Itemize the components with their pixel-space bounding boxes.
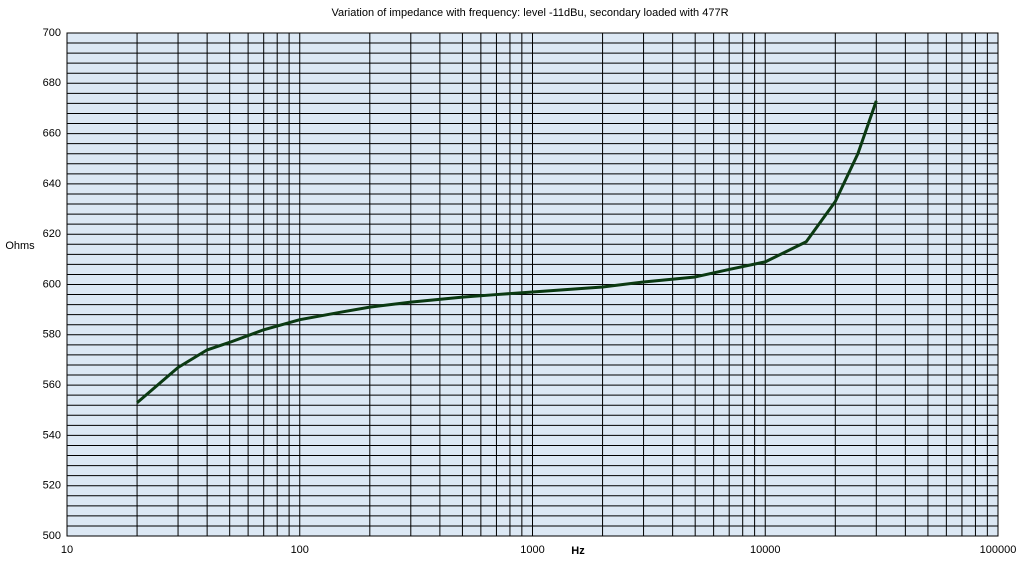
y-tick-label: 640 (43, 178, 61, 190)
y-tick-label: 580 (43, 329, 61, 341)
x-tick-label: 100000 (980, 544, 1017, 556)
chart-title: Variation of impedance with frequency: l… (331, 7, 728, 19)
y-tick-label: 540 (43, 429, 61, 441)
y-tick-label: 600 (43, 278, 61, 290)
y-tick-label: 680 (43, 77, 61, 89)
x-tick-label: 100 (291, 544, 309, 556)
y-tick-label: 500 (43, 530, 61, 542)
x-axis-label: Hz (571, 545, 585, 557)
y-axis-label: Ohms (5, 240, 35, 252)
y-tick-label: 620 (43, 228, 61, 240)
data-line (136, 100, 878, 404)
y-tick-label: 700 (43, 27, 61, 39)
x-tick-label: 10 (61, 544, 73, 556)
x-tick-label: 10000 (750, 544, 781, 556)
y-tick-label: 520 (43, 480, 61, 492)
y-tick-label: 660 (43, 128, 61, 140)
y-tick-label: 560 (43, 379, 61, 391)
x-tick-label: 1000 (520, 544, 544, 556)
